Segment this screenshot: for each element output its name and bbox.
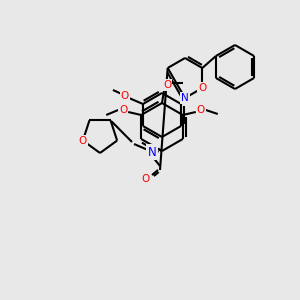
Text: O: O [119,105,127,115]
Text: N: N [181,93,189,103]
Text: O: O [197,105,205,115]
Text: O: O [121,91,129,101]
Text: O: O [79,136,87,146]
Text: O: O [163,80,171,90]
Text: O: O [198,83,206,93]
Text: N: N [148,146,156,158]
Text: O: O [141,174,149,184]
